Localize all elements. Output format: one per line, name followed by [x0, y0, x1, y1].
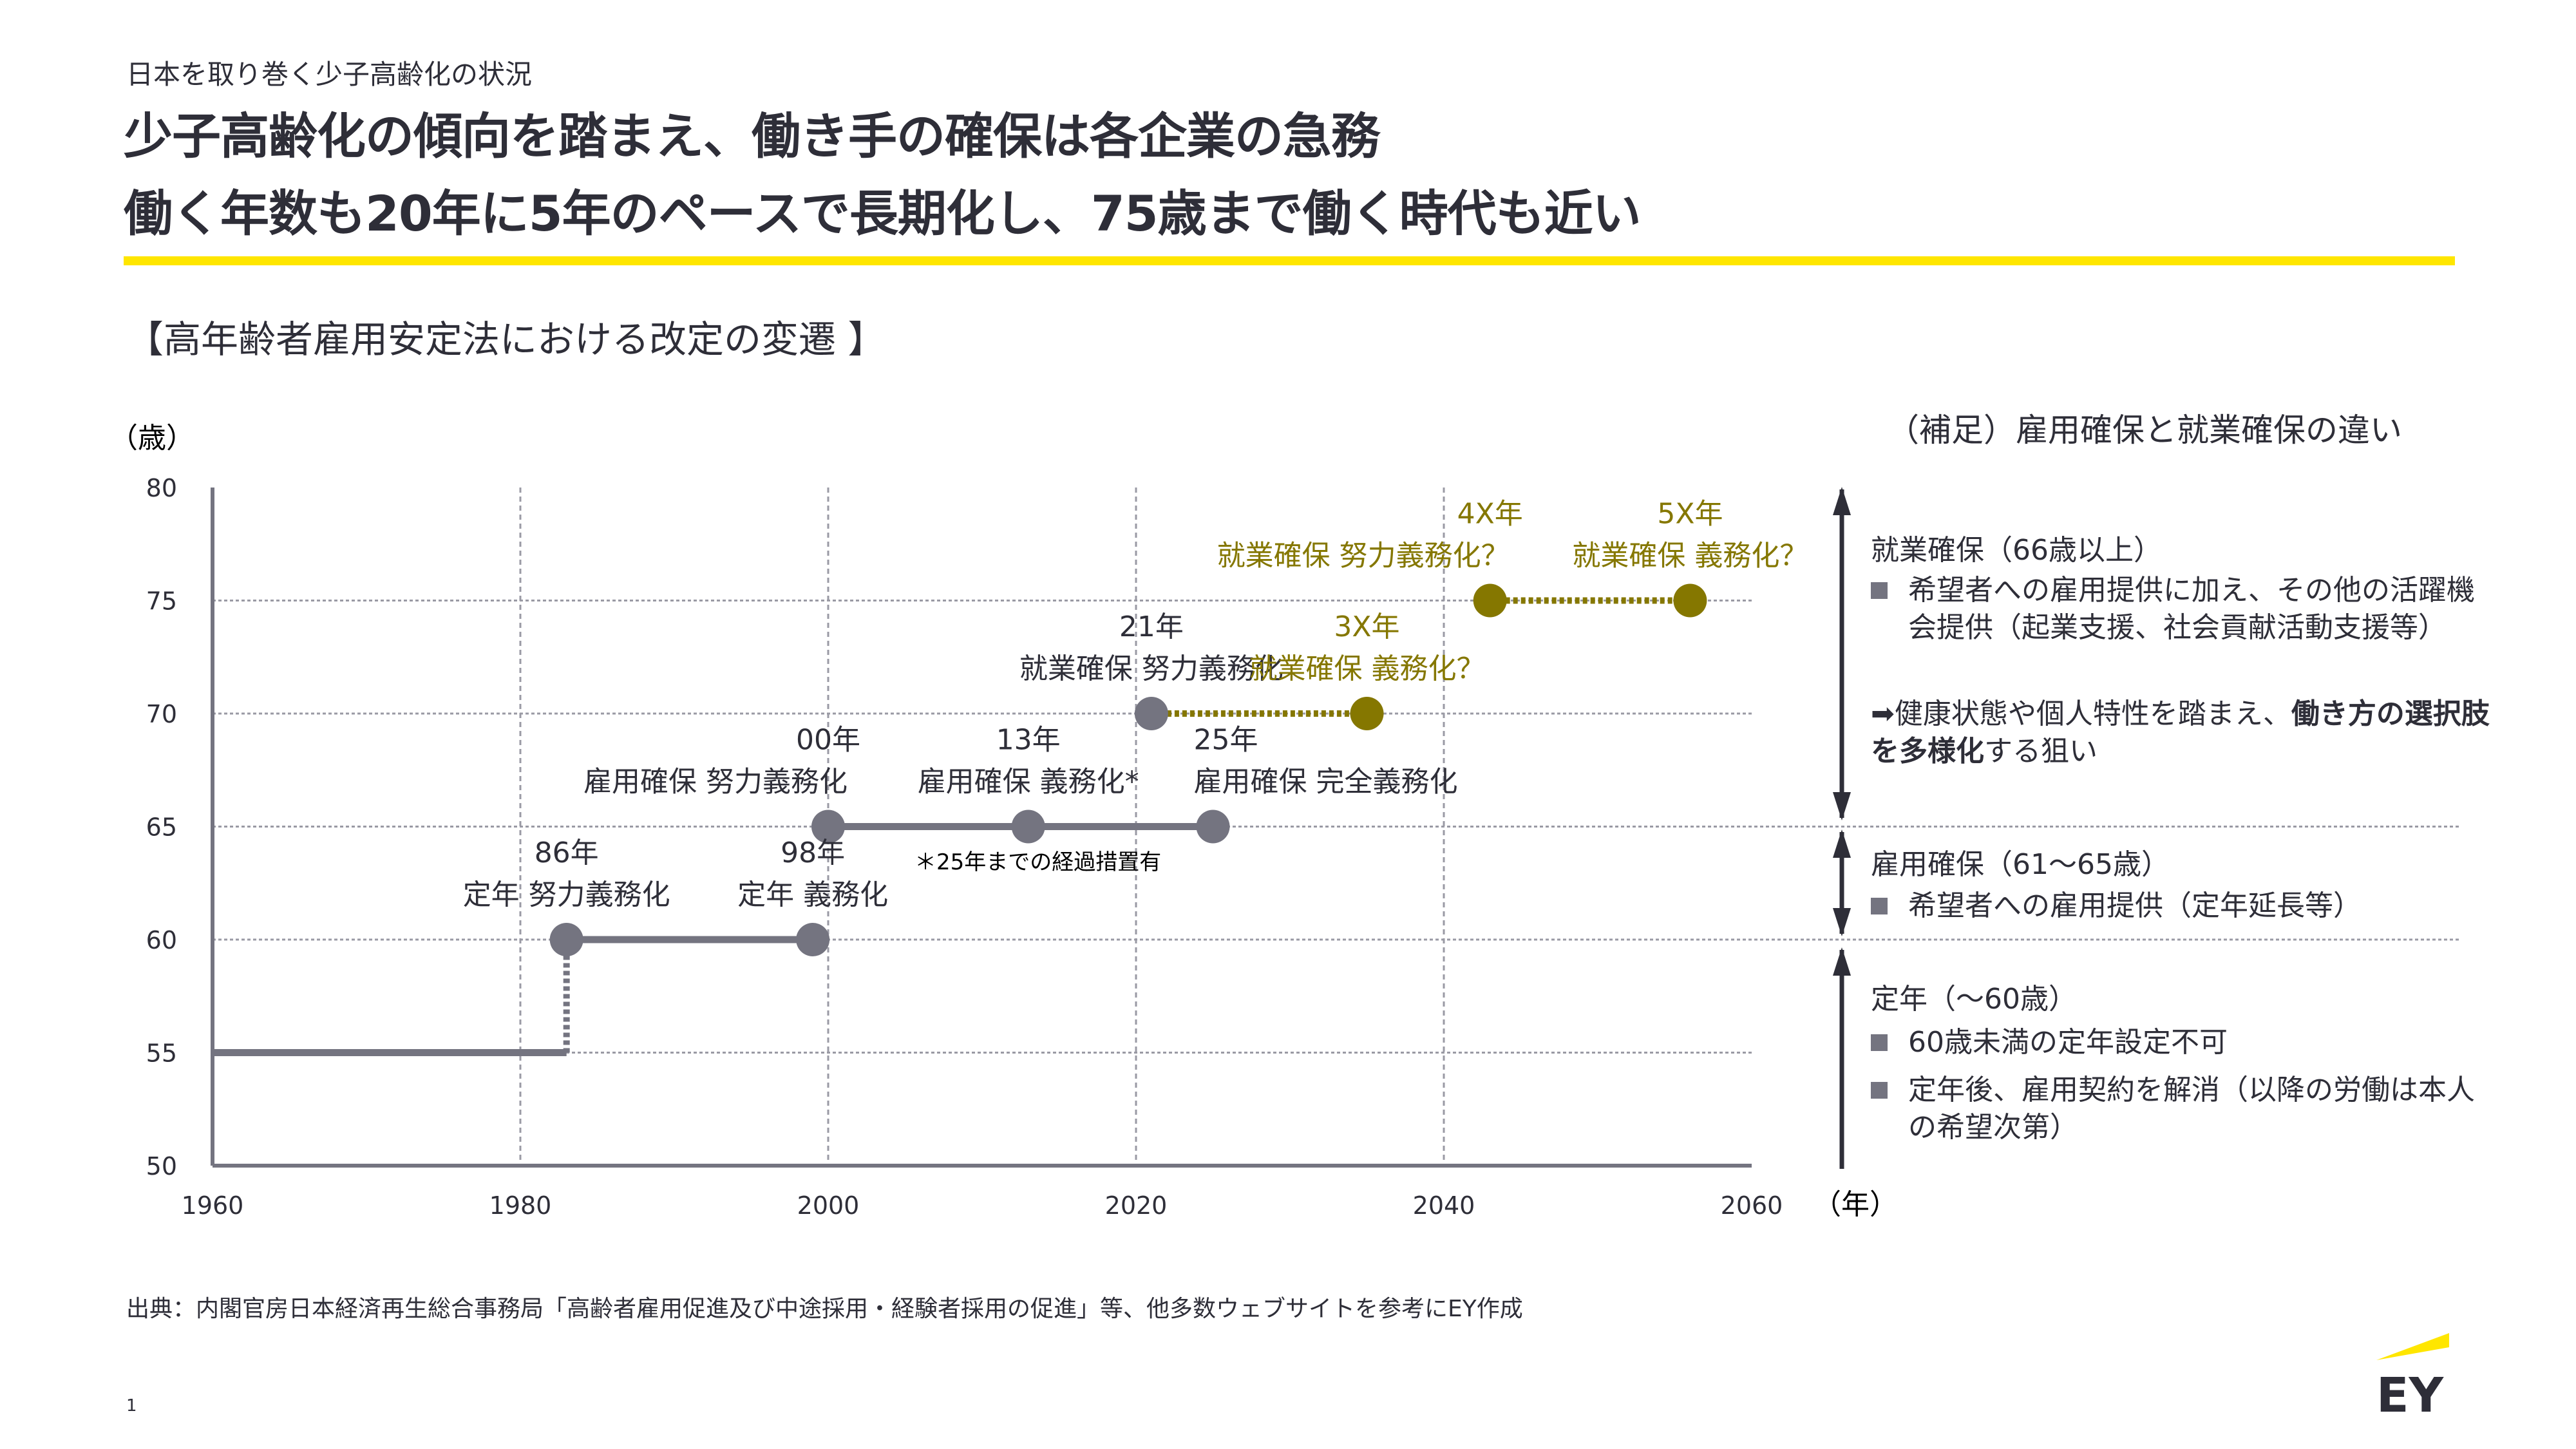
page-number: 1 [126, 1396, 137, 1416]
marker-year-label: 21年 [1119, 611, 1184, 643]
marker-point [1134, 697, 1168, 730]
y-tick-label: 55 [146, 1039, 177, 1068]
x-tick-label: 2040 [1413, 1191, 1475, 1220]
right-arrow-icon: ➡ [1871, 697, 1895, 730]
bullet-square-icon [1871, 1082, 1888, 1099]
chart-footnote: ＊25年までの経過措置有 [914, 849, 1161, 875]
marker-year-label: 3X年 [1334, 611, 1399, 643]
x-tick-label: 2060 [1721, 1191, 1783, 1220]
marker-point [1673, 583, 1707, 618]
marker-year-label: 86年 [535, 837, 599, 869]
page-subtitle: 日本を取り巻く少子高齢化の状況 [126, 59, 533, 90]
marker-desc-label: 雇用確保 完全義務化 [1194, 766, 1458, 799]
source-note: 出典：内閣官房日本経済再生総合事務局「高齢者雇用促進及び中途採用・経験者採用の促… [126, 1296, 1523, 1322]
x-tick-label: 1960 [182, 1191, 244, 1220]
series-lines [213, 597, 1690, 1056]
bullet-square-icon [1871, 1034, 1888, 1051]
y-tick-label: 75 [146, 587, 177, 616]
arrow-down-icon [1833, 792, 1851, 820]
marker-year-label: 13年 [996, 724, 1061, 757]
marker-point [796, 923, 830, 956]
markers [549, 583, 1707, 956]
marker-point [1196, 810, 1230, 844]
x-tick-label: 2020 [1105, 1191, 1168, 1220]
shugyo-aim-text: ➡健康状態や個人特性を踏まえ、働き方の選択肢を多様化する狙い [1871, 697, 2490, 768]
marker-desc-label: 就業確保 努力義務化 [1019, 652, 1283, 685]
bullet-square-icon [1871, 898, 1888, 914]
bullet-teinen-2: 定年後、雇用契約を解消（以降の労働は本人の希望次第） [1871, 1072, 2501, 1146]
range-arrows [1833, 487, 1851, 1169]
arrow-up-icon [1833, 947, 1851, 976]
marker-desc-label: 雇用確保 努力義務化 [583, 766, 848, 799]
marker-desc-label: 就業確保 努力義務化？ [1217, 540, 1510, 573]
marker-point [1350, 697, 1384, 730]
marker-point [549, 923, 583, 956]
marker-desc-label: 雇用確保 義務化* [918, 766, 1139, 799]
ey-logo: EY [2376, 1333, 2449, 1417]
y-tick-label: 70 [146, 700, 177, 728]
bullet-square-icon [1871, 582, 1888, 599]
marker-year-label: 5X年 [1657, 498, 1723, 531]
y-axis-label: （歳） [109, 422, 194, 455]
y-tick-label: 80 [146, 474, 177, 502]
y-tick-label: 60 [146, 926, 177, 954]
marker-point [811, 810, 845, 844]
arrow-down-icon [1833, 908, 1851, 936]
marker-desc-label: 就業確保 義務化？ [1572, 540, 1808, 573]
x-tick-label: 2000 [797, 1191, 860, 1220]
x-axis-label: （年） [1813, 1188, 1898, 1221]
x-tick-label: 1980 [489, 1191, 552, 1220]
marker-year-label: 98年 [781, 837, 845, 869]
axes: 50 55 60 65 70 75 80 1960 1980 2000 2020 2040 2060 [146, 474, 1783, 1220]
bullet-koyou-1: 希望者への雇用提供（定年延長等） [1871, 887, 2501, 925]
section-heading-shugyo: 就業確保（66歳以上） [1871, 534, 2162, 567]
section-heading-teinen: 定年（～60歳） [1871, 983, 2077, 1016]
arrow-up-icon [1833, 829, 1851, 858]
accent-rule [124, 256, 2455, 265]
marker-desc-label: 定年 義務化 [737, 878, 888, 911]
headline-line-2: 働く年数も20年に5年のペースで長期化し、75歳まで働く時代も近い [124, 185, 1642, 242]
bullet-shugyo-1: 希望者への雇用提供に加え、その他の活躍機会提供（起業支援、社会貢献活動支援等） [1871, 572, 2501, 647]
marker-year-label: 00年 [796, 724, 860, 757]
right-panel-title: （補足）雇用確保と就業確保の違い [1887, 412, 2402, 449]
marker-desc-label: 就業確保 義務化？ [1249, 652, 1485, 685]
section-heading-koyou: 雇用確保（61～65歳） [1871, 848, 2170, 881]
marker-point [1473, 583, 1507, 618]
ey-logo-beam-icon [2376, 1333, 2449, 1360]
y-tick-label: 50 [146, 1152, 177, 1180]
y-tick-label: 65 [146, 813, 177, 842]
headline-line-1: 少子高齢化の傾向を踏まえ、働き手の確保は各企業の急務 [124, 108, 1380, 165]
arrow-up-icon [1833, 487, 1851, 515]
marker-year-label: 4X年 [1457, 498, 1523, 531]
marker-desc-label: 定年 努力義務化 [463, 878, 670, 911]
bullet-teinen-1: 60歳未満の定年設定不可 [1871, 1024, 2501, 1061]
marker-point [1011, 810, 1045, 844]
ey-logo-text: EY [2376, 1368, 2445, 1417]
marker-year-label: 25年 [1194, 724, 1258, 757]
section-title: 【高年齢者雇用安定法における改定の変遷 】 [126, 317, 886, 361]
